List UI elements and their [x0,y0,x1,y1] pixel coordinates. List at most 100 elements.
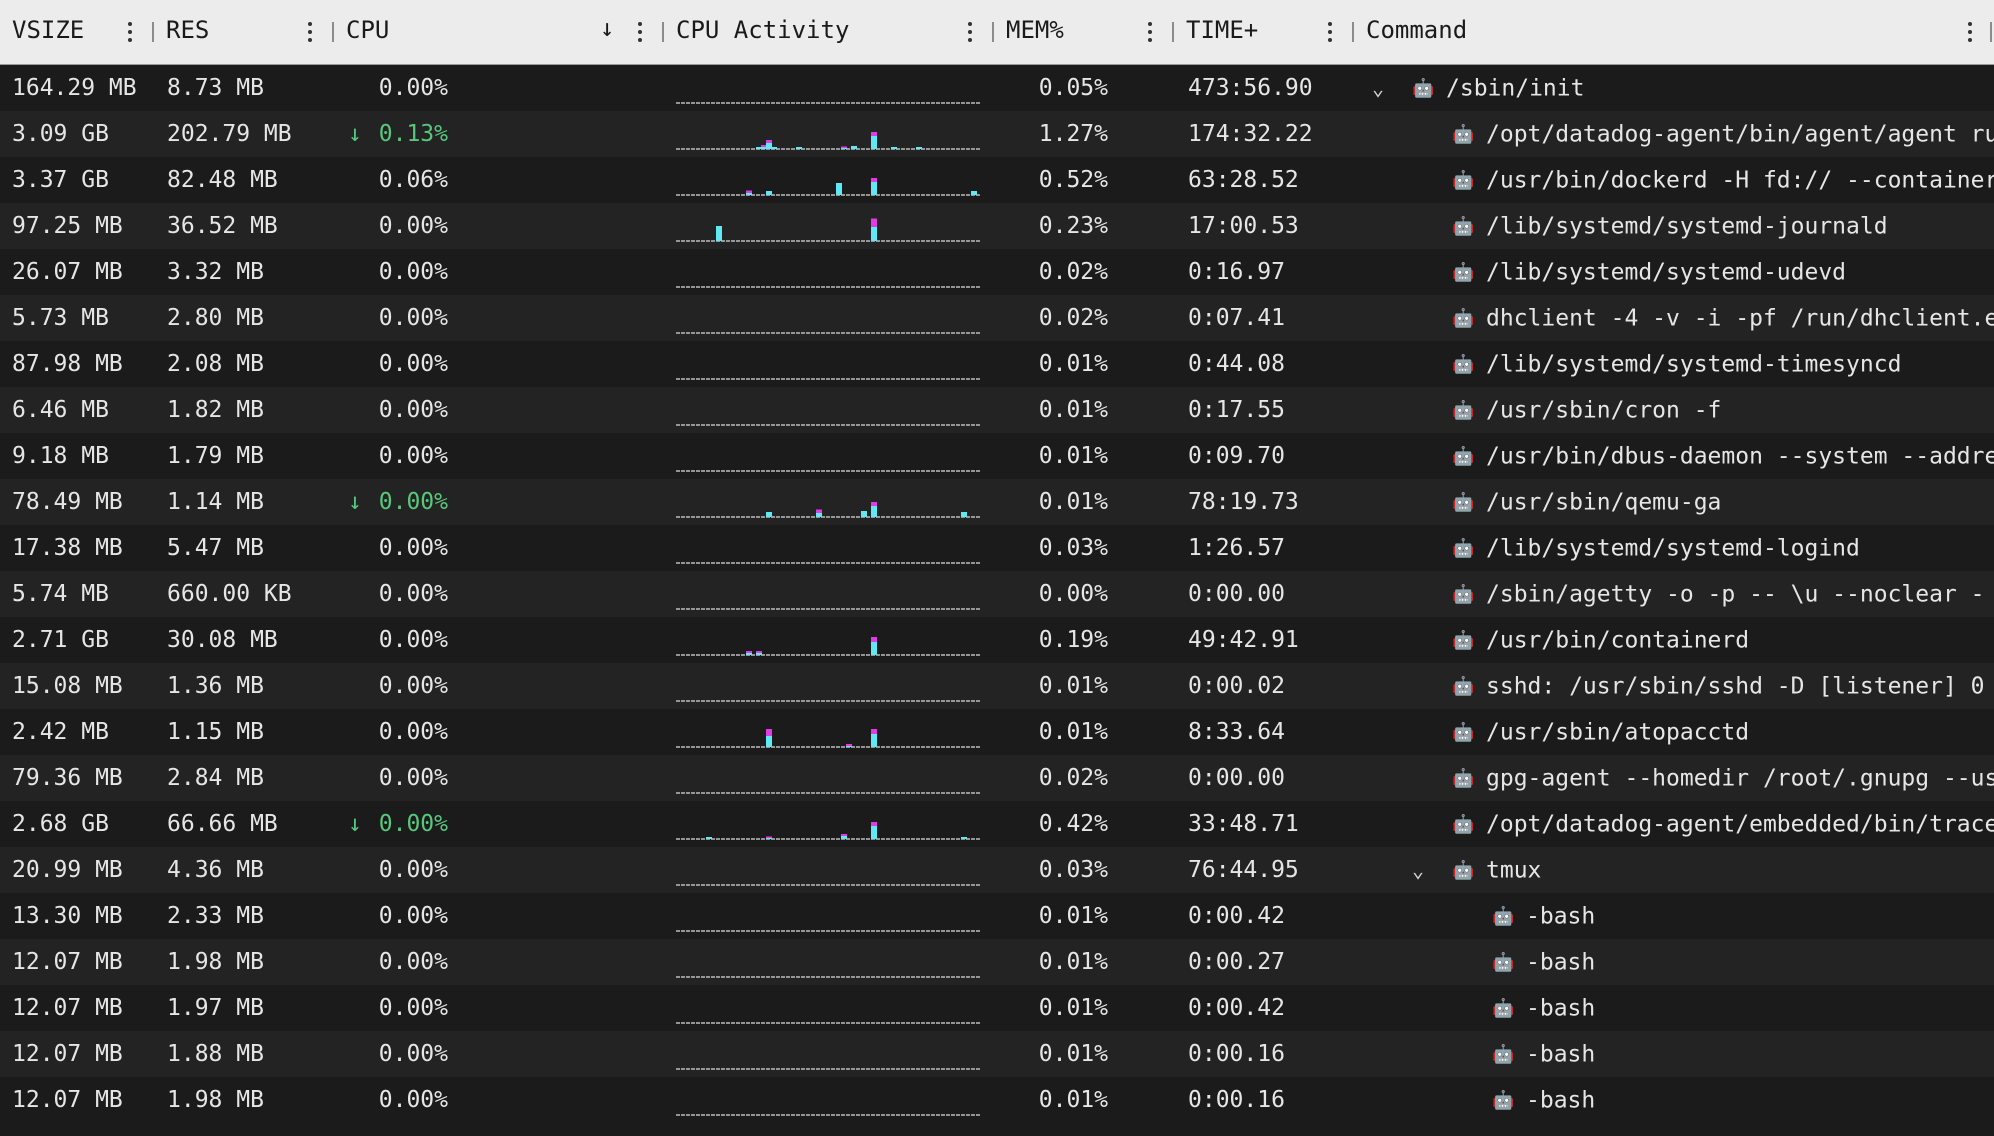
sparkline-mem-bar [871,729,877,734]
res-cell: 1.98 MB [167,949,264,975]
process-row[interactable]: 26.07 MB 3.32 MB 0.00% 0.02% 0:16.97 🤖 /lib/sy… [0,249,1994,295]
header-command[interactable]: Command [1352,0,1994,64]
vsize-cell: 2.68 GB [12,811,109,837]
cpu-activity-sparkline [676,930,981,932]
kebab-icon[interactable] [128,22,132,42]
time-cell: 0:00.27 [1188,949,1285,975]
res-cell: 1.97 MB [167,995,264,1021]
header-cpu-activity[interactable]: CPU Activity [662,0,992,64]
robot-icon: 🤖 [1452,721,1475,743]
sparkline-cpu-bar [851,146,857,149]
sparkline-cpu-bar [971,191,977,195]
kebab-icon[interactable] [968,22,972,42]
command-text: /usr/sbin/atopacctd [1486,719,1750,746]
chevron-down-icon[interactable]: ⌄ [1372,76,1385,100]
cpu-cell: 0.00% [378,857,448,883]
process-row[interactable]: 6.46 MB 1.82 MB 0.00% 0.01% 0:17.55 🤖 /usr/sbi… [0,387,1994,433]
process-row[interactable]: 12.07 MB 1.97 MB 0.00% 0.01% 0:00.42 🤖 -bash [0,985,1994,1031]
sparkline-cpu-bar [871,733,877,747]
process-row[interactable]: 164.29 MB 8.73 MB 0.00% 0.05% 473:56.90 ⌄ 🤖 /sb… [0,65,1994,111]
process-row[interactable]: 2.71 GB 30.08 MB 0.00% 0.19% 49:42.91 🤖 /usr/b… [0,617,1994,663]
mem-cell: 0.05% [1038,75,1108,101]
mem-cell: 0.01% [1038,995,1108,1021]
command-text: -bash [1526,1041,1596,1068]
cpu-activity-sparkline [676,700,981,702]
column-resize-handle[interactable] [662,22,664,42]
process-row[interactable]: 12.07 MB 1.98 MB 0.00% 0.01% 0:00.16 🤖 -bash [0,1077,1994,1123]
header-vsize[interactable]: VSIZE [0,0,152,64]
time-cell: 174:32.22 [1188,121,1313,147]
kebab-icon[interactable] [1968,22,1972,42]
res-cell: 82.48 MB [167,167,278,193]
cpu-cell: 0.00% [378,489,448,515]
cpu-activity-sparkline [676,562,981,564]
trend-down-icon: ↓ [348,489,362,515]
process-row[interactable]: 78.49 MB 1.14 MB 0.00% ↓ 0.01% 78:19.73 🤖 /usr/… [0,479,1994,525]
mem-cell: 0.01% [1038,719,1108,745]
column-resize-handle[interactable] [152,22,154,42]
chevron-down-icon[interactable]: ⌄ [1412,858,1425,882]
process-row[interactable]: 13.30 MB 2.33 MB 0.00% 0.01% 0:00.42 🤖 -bash [0,893,1994,939]
sparkline-mem-bar [871,502,877,506]
process-row[interactable]: 9.18 MB 1.79 MB 0.00% 0.01% 0:09.70 🤖 /usr/bin… [0,433,1994,479]
cpu-activity-sparkline [676,1068,981,1070]
vsize-cell: 26.07 MB [12,259,123,285]
time-cell: 33:48.71 [1188,811,1299,837]
arrow-down-icon[interactable]: ↓ [600,14,615,42]
sparkline-cpu-bar [961,837,967,839]
command-cell: 🤖 -bash [1492,939,1994,985]
kebab-icon[interactable] [308,22,312,42]
command-text: /usr/bin/dbus-daemon --system --address=… [1486,443,1994,470]
column-resize-handle[interactable] [332,22,334,42]
res-cell: 2.80 MB [167,305,264,331]
kebab-icon[interactable] [638,22,642,42]
process-row[interactable]: 3.37 GB 82.48 MB 0.06% 0.52% 63:28.52 🤖 /usr/b… [0,157,1994,203]
process-row[interactable]: 5.74 MB 660.00 KB 0.00% 0.00% 0:00.00 🤖 /sbin/… [0,571,1994,617]
process-row[interactable]: 79.36 MB 2.84 MB 0.00% 0.02% 0:00.00 🤖 gpg-age… [0,755,1994,801]
header-mem[interactable]: MEM% [992,0,1172,64]
command-text: /lib/systemd/systemd-logind [1486,535,1860,562]
process-row[interactable]: 5.73 MB 2.80 MB 0.00% 0.02% 0:07.41 🤖 dhclient… [0,295,1994,341]
robot-icon: 🤖 [1412,77,1435,99]
process-row[interactable]: 17.38 MB 5.47 MB 0.00% 0.03% 1:26.57 🤖 /lib/sy… [0,525,1994,571]
cpu-cell: 0.00% [378,535,448,561]
header-res[interactable]: RES [152,0,332,64]
vsize-cell: 13.30 MB [12,903,123,929]
process-row[interactable]: 2.42 MB 1.15 MB 0.00% 0.01% 8:33.64 🤖 /usr/sbi… [0,709,1994,755]
mem-cell: 0.01% [1038,397,1108,423]
cpu-activity-sparkline [676,424,981,426]
command-cell: 🤖 /opt/datadog-agent/bin/agent/agent run … [1452,111,1994,157]
command-text: tmux [1486,857,1542,884]
process-row[interactable]: 12.07 MB 1.98 MB 0.00% 0.01% 0:00.27 🤖 -bash [0,939,1994,985]
mem-cell: 0.01% [1038,1087,1108,1113]
process-row[interactable]: 15.08 MB 1.36 MB 0.00% 0.01% 0:00.02 🤖 sshd: /… [0,663,1994,709]
column-resize-handle[interactable] [992,22,994,42]
column-resize-handle[interactable] [1990,22,1992,42]
column-resize-handle[interactable] [1352,22,1354,42]
command-text: /usr/bin/containerd [1486,627,1750,654]
process-row[interactable]: 20.99 MB 4.36 MB 0.00% 0.03% 76:44.95 ⌄ 🤖 tmux [0,847,1994,893]
res-cell: 36.52 MB [167,213,278,239]
header-cpu[interactable]: CPU ↓ [332,0,662,64]
time-cell: 76:44.95 [1188,857,1299,883]
cpu-cell: 0.00% [378,1041,448,1067]
process-row[interactable]: 2.68 GB 66.66 MB 0.00% ↓ 0.42% 33:48.71 🤖 /opt/… [0,801,1994,847]
sparkline-mem-bar [766,836,772,838]
res-cell: 1.88 MB [167,1041,264,1067]
process-row[interactable]: 87.98 MB 2.08 MB 0.00% 0.01% 0:44.08 🤖 /lib/sy… [0,341,1994,387]
header-time[interactable]: TIME+ [1172,0,1352,64]
column-resize-handle[interactable] [1172,22,1174,42]
process-row[interactable]: 12.07 MB 1.88 MB 0.00% 0.01% 0:00.16 🤖 -bash [0,1031,1994,1077]
vsize-cell: 2.71 GB [12,627,109,653]
kebab-icon[interactable] [1148,22,1152,42]
kebab-icon[interactable] [1328,22,1332,42]
process-row[interactable]: 3.09 GB 202.79 MB 0.13% ↓ 1.27% 174:32.22 🤖 /op… [0,111,1994,157]
cpu-cell: 0.00% [378,305,448,331]
sparkline-mem-bar [871,178,877,182]
sparkline-mem-bar [816,509,822,513]
command-cell: 🤖 /usr/bin/containerd [1452,617,1994,663]
sparkline-mem-bar [746,190,752,193]
sparkline-cpu-bar [871,825,877,839]
process-row[interactable]: 97.25 MB 36.52 MB 0.00% 0.23% 17:00.53 🤖 /lib/… [0,203,1994,249]
cpu-activity-sparkline [676,378,981,380]
